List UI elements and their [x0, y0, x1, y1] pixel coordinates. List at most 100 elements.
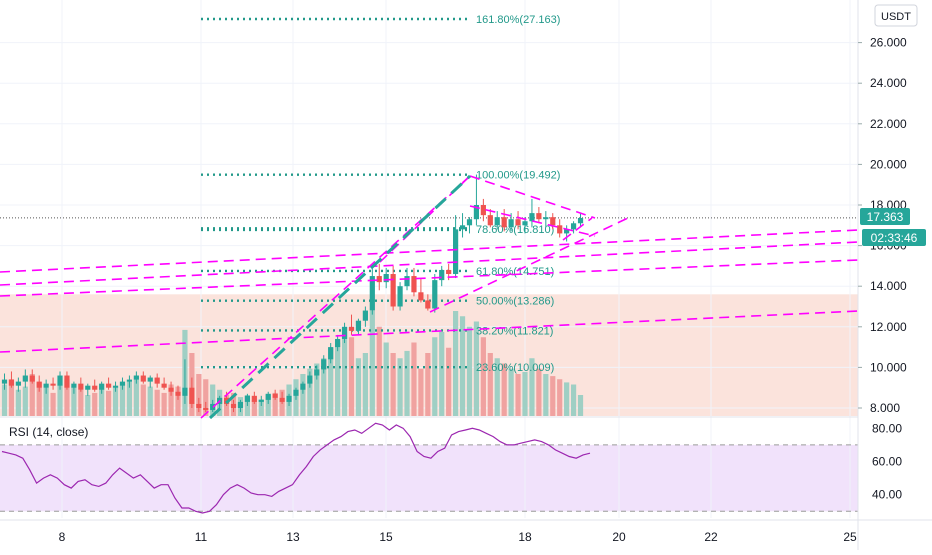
candle[interactable]	[550, 217, 556, 226]
trendline[interactable]	[562, 217, 593, 241]
volume-bar	[43, 387, 49, 416]
candle[interactable]	[230, 403, 237, 408]
candle[interactable]	[99, 383, 105, 390]
candle[interactable]	[154, 377, 160, 384]
candle[interactable]	[446, 269, 452, 275]
candle[interactable]	[64, 375, 70, 388]
candle[interactable]	[341, 326, 348, 339]
candle[interactable]	[348, 326, 355, 331]
candle[interactable]	[175, 391, 181, 396]
candle[interactable]	[432, 280, 438, 309]
trendline[interactable]	[469, 205, 596, 237]
candle[interactable]	[494, 217, 500, 226]
candle[interactable]	[43, 383, 49, 388]
candle[interactable]	[133, 375, 139, 380]
candle[interactable]	[78, 383, 84, 390]
candle[interactable]	[251, 395, 257, 402]
candle[interactable]	[300, 383, 306, 390]
candle[interactable]	[1, 379, 8, 384]
candle[interactable]	[286, 395, 292, 402]
volume-bar	[390, 353, 396, 416]
trendline[interactable]	[200, 175, 471, 419]
volume-bar	[92, 392, 98, 416]
candle[interactable]	[404, 276, 410, 287]
candle[interactable]	[557, 225, 563, 234]
candle[interactable]	[564, 229, 570, 234]
candle[interactable]	[362, 310, 368, 321]
candle[interactable]	[321, 359, 327, 370]
candle[interactable]	[418, 292, 424, 301]
candle[interactable]	[293, 389, 299, 396]
candle[interactable]	[140, 375, 146, 382]
candle[interactable]	[126, 379, 133, 382]
candle[interactable]	[244, 395, 250, 402]
volume-bar	[15, 389, 21, 416]
candle[interactable]	[355, 320, 362, 331]
candle[interactable]	[390, 274, 396, 307]
candle[interactable]	[335, 338, 341, 348]
candle[interactable]	[119, 381, 126, 386]
candle[interactable]	[466, 219, 473, 226]
candle[interactable]	[237, 401, 244, 408]
candle[interactable]	[36, 381, 42, 388]
candle[interactable]	[369, 276, 375, 311]
candle[interactable]	[22, 375, 28, 382]
candle[interactable]	[501, 217, 507, 228]
candle[interactable]	[383, 274, 389, 283]
candle[interactable]	[425, 300, 431, 309]
price-tick-label: 14.000	[870, 279, 907, 293]
trendline[interactable]	[469, 175, 596, 219]
candle[interactable]	[543, 217, 549, 220]
candle[interactable]	[570, 223, 577, 230]
candle[interactable]	[279, 397, 285, 402]
candle[interactable]	[92, 385, 98, 390]
candle[interactable]	[112, 385, 119, 388]
candle[interactable]	[314, 369, 320, 376]
candle[interactable]	[459, 225, 466, 230]
candle[interactable]	[71, 383, 77, 388]
candle[interactable]	[8, 379, 15, 386]
volume-bar	[147, 386, 153, 416]
candle[interactable]	[508, 219, 514, 228]
candle[interactable]	[480, 205, 486, 216]
currency-badge[interactable]: USDT	[874, 4, 918, 27]
candle[interactable]	[307, 375, 313, 384]
candle[interactable]	[29, 375, 35, 382]
candle[interactable]	[376, 276, 382, 283]
candle[interactable]	[85, 385, 91, 390]
volume-bar	[99, 388, 105, 416]
candle[interactable]	[182, 387, 188, 396]
candle[interactable]	[106, 383, 112, 388]
candle[interactable]	[439, 269, 445, 281]
candle[interactable]	[258, 399, 264, 402]
candle[interactable]	[272, 393, 278, 398]
candle[interactable]	[411, 276, 417, 293]
candle[interactable]	[196, 403, 202, 408]
candle[interactable]	[487, 215, 493, 226]
candle[interactable]	[57, 375, 63, 386]
candle[interactable]	[50, 383, 56, 386]
candle[interactable]	[473, 205, 480, 220]
volume-bar	[362, 353, 368, 416]
volume-bar	[307, 368, 313, 416]
volume-bar	[36, 382, 42, 416]
volume-bar	[272, 392, 278, 416]
candle[interactable]	[189, 387, 195, 404]
impulse-line[interactable]	[208, 174, 472, 420]
candle[interactable]	[529, 213, 535, 222]
candle[interactable]	[15, 381, 21, 386]
candle[interactable]	[161, 383, 167, 388]
candle[interactable]	[147, 377, 153, 382]
candle[interactable]	[522, 221, 528, 226]
candle[interactable]	[536, 213, 542, 220]
candle[interactable]	[265, 393, 271, 400]
candle[interactable]	[577, 217, 584, 224]
candle[interactable]	[515, 219, 521, 226]
trendline[interactable]	[429, 216, 631, 313]
candle[interactable]	[328, 347, 334, 360]
candle[interactable]	[453, 229, 459, 275]
candle[interactable]	[203, 408, 209, 411]
candle[interactable]	[168, 387, 174, 392]
candle[interactable]	[397, 286, 403, 307]
